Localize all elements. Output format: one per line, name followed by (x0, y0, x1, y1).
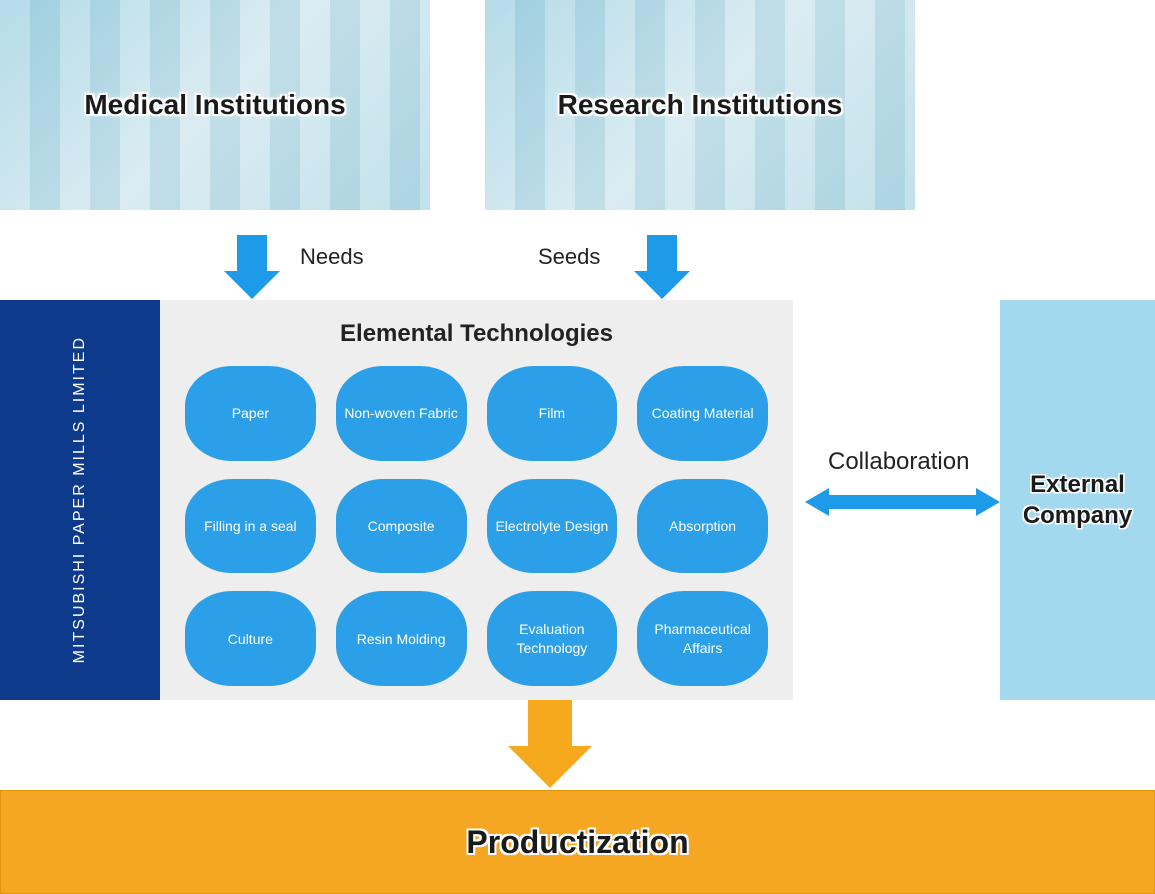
tech-item-absorption: Absorption (637, 479, 768, 574)
productization-label: Productization (466, 824, 688, 861)
tech-item-electrolyte-design: Electrolyte Design (487, 479, 618, 574)
collaboration-label: Collaboration (828, 448, 969, 476)
tech-item-composite: Composite (336, 479, 467, 574)
needs-label: Needs (300, 244, 364, 270)
tech-item-filling-seal: Filling in a seal (185, 479, 316, 574)
research-institutions-title: Research Institutions (558, 89, 843, 121)
tech-item-film: Film (487, 366, 618, 461)
tech-item-resin-molding: Resin Molding (336, 591, 467, 686)
external-company-box: External Company (1000, 300, 1155, 700)
research-institutions-box: Research Institutions (485, 0, 915, 210)
medical-institutions-title: Medical Institutions (84, 89, 345, 121)
company-sidebar: MITSUBISHI PAPER MILLS LIMITED (0, 300, 160, 700)
tech-item-evaluation-technology: Evaluation Technology (487, 591, 618, 686)
tech-item-coating-material: Coating Material (637, 366, 768, 461)
tech-item-nonwoven-fabric: Non-woven Fabric (336, 366, 467, 461)
tech-grid: Paper Non-woven Fabric Film Coating Mate… (185, 366, 768, 686)
collaboration-double-arrow-icon (805, 488, 1000, 516)
tech-item-pharmaceutical-affairs: Pharmaceutical Affairs (637, 591, 768, 686)
external-company-label: External Company (1000, 469, 1155, 531)
medical-institutions-box: Medical Institutions (0, 0, 430, 210)
productization-bar: Productization (0, 790, 1155, 894)
elemental-technologies-title: Elemental Technologies (185, 320, 768, 348)
tech-item-paper: Paper (185, 366, 316, 461)
elemental-technologies-panel: Elemental Technologies Paper Non-woven F… (160, 300, 793, 700)
tech-item-culture: Culture (185, 591, 316, 686)
company-name: MITSUBISHI PAPER MILLS LIMITED (71, 336, 89, 663)
seeds-label: Seeds (538, 244, 600, 270)
